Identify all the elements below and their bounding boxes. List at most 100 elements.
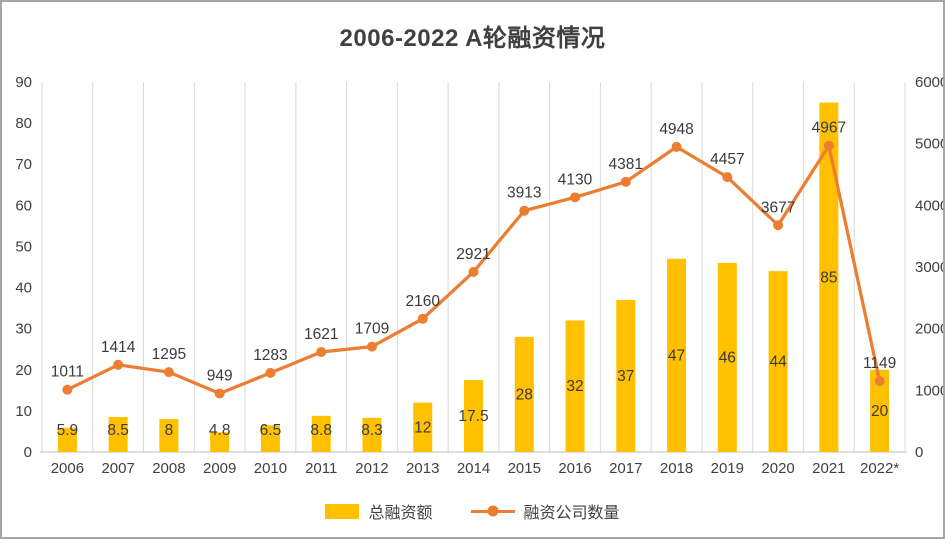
x-axis-category-label: 2009 (203, 460, 236, 477)
bar-2016 (565, 320, 585, 452)
bar-2021 (819, 102, 839, 453)
bar-2011 (311, 415, 331, 452)
left-axis-tick-label: 30 (15, 321, 32, 338)
bar-2018 (667, 258, 687, 452)
right-axis-tick-label: 5000 (915, 136, 945, 153)
bar-2019 (717, 262, 737, 452)
x-axis-category-label: 2016 (558, 460, 591, 477)
line-data-label: 3677 (761, 199, 795, 216)
bar-2008 (159, 419, 179, 452)
right-axis-tick-label: 2000 (915, 321, 945, 338)
right-axis-tick-label: 4000 (915, 197, 945, 214)
bar-data-label: 4.8 (209, 422, 231, 439)
line-marker-dot-icon (487, 505, 498, 517)
line-data-label: 1621 (304, 326, 338, 343)
bar-data-label: 12 (414, 419, 431, 436)
line-point-2010 (265, 367, 276, 378)
bar-data-label: 44 (769, 354, 787, 371)
x-axis-category-label: 2018 (660, 460, 693, 477)
line-point-2013 (417, 313, 428, 324)
line-data-label: 1709 (355, 321, 389, 338)
bar-data-label: 8 (165, 422, 174, 439)
x-axis-category-label: 2006 (51, 460, 84, 477)
bar-data-label: 6.5 (260, 422, 282, 439)
left-axis-tick-label: 40 (15, 280, 32, 297)
bar-data-label: 8.5 (107, 422, 129, 439)
x-axis-category-label: 2008 (152, 460, 185, 477)
legend-label-company-count: 融资公司数量 (523, 505, 620, 522)
bar-2013 (413, 402, 433, 452)
bar-2022* (870, 369, 890, 452)
right-axis-tick-label: 1000 (915, 382, 945, 399)
x-axis-category-label: 2019 (711, 460, 744, 477)
x-axis-category-label: 2011 (305, 460, 337, 477)
bar-data-label: 37 (617, 368, 634, 385)
line-point-2015 (519, 205, 530, 216)
bar-data-label: 46 (719, 349, 736, 366)
line-data-label: 3913 (507, 185, 541, 202)
x-axis-category-label: 2017 (609, 460, 642, 477)
right-axis-tick-label: 6000 (915, 74, 945, 91)
x-axis-category-label: 2010 (254, 460, 287, 477)
line-point-2022* (874, 376, 885, 387)
line-series-swatch-icon (470, 505, 515, 517)
x-axis-category-label: 2007 (101, 460, 134, 477)
bar-data-label: 8.3 (361, 422, 383, 439)
x-axis-category-label: 2015 (508, 460, 541, 477)
left-axis-tick-label: 50 (15, 238, 32, 255)
line-data-label: 4457 (710, 151, 744, 168)
bar-data-label: 17.5 (458, 408, 488, 425)
bar-data-label: 20 (871, 403, 889, 420)
bar-data-label: 47 (668, 347, 685, 364)
line-data-label: 1295 (152, 346, 186, 363)
left-axis-tick-label: 80 (15, 115, 32, 132)
right-axis-tick-label: 0 (915, 444, 923, 461)
line-data-label: 1149 (863, 355, 896, 372)
bar-2014 (464, 380, 483, 452)
line-point-2019 (722, 172, 733, 183)
chart-title: 2006-2022 A轮融资情况 (339, 25, 606, 52)
x-axis-category-label: 2021 (812, 460, 845, 477)
line-point-2017 (620, 176, 631, 187)
bar-data-label: 5.9 (57, 422, 79, 439)
right-axis-tick-label: 3000 (915, 259, 945, 276)
bar-2010 (260, 425, 280, 452)
line-point-2014 (468, 266, 479, 277)
x-axis-category-label: 2012 (355, 460, 388, 477)
bar-data-label: 28 (516, 386, 533, 403)
bar-2006 (57, 427, 77, 452)
line-point-2021 (823, 140, 834, 151)
line-data-label: 1283 (253, 347, 287, 364)
left-axis-tick-label: 90 (15, 74, 32, 91)
left-axis-tick-label: 0 (24, 444, 32, 461)
x-axis-category-label: 2014 (457, 460, 490, 477)
x-axis-category-label: 2020 (761, 460, 794, 477)
line-point-2007 (113, 359, 124, 370)
line-point-2020 (773, 220, 784, 231)
x-axis-category-label: 2022* (860, 460, 899, 477)
bar-2015 (514, 336, 534, 452)
line-point-2018 (671, 141, 682, 152)
x-axis-category-label: 2013 (406, 460, 439, 477)
legend-item-total-financing: 总融资额 (325, 499, 433, 523)
line-data-label: 1414 (101, 339, 136, 356)
left-axis-tick-label: 60 (15, 197, 32, 214)
bar-2007 (108, 417, 128, 452)
bar-2009 (210, 432, 230, 452)
line-data-label: 2921 (456, 246, 490, 263)
line-point-2006 (62, 384, 73, 395)
legend-label-total-financing: 总融资额 (368, 505, 433, 522)
bar-2020 (768, 271, 788, 452)
line-data-label: 4381 (609, 156, 643, 173)
line-point-2012 (366, 341, 377, 352)
line-data-label: 949 (207, 367, 233, 384)
line-point-2009 (214, 388, 225, 399)
bar-2017 (616, 299, 636, 452)
line-data-label: 1011 (51, 364, 84, 381)
line-point-2016 (570, 192, 581, 203)
bar-series-swatch-icon (325, 503, 360, 519)
chart-legend: 总融资额 融资公司数量 (2, 499, 943, 523)
line-data-label: 4130 (558, 171, 593, 188)
